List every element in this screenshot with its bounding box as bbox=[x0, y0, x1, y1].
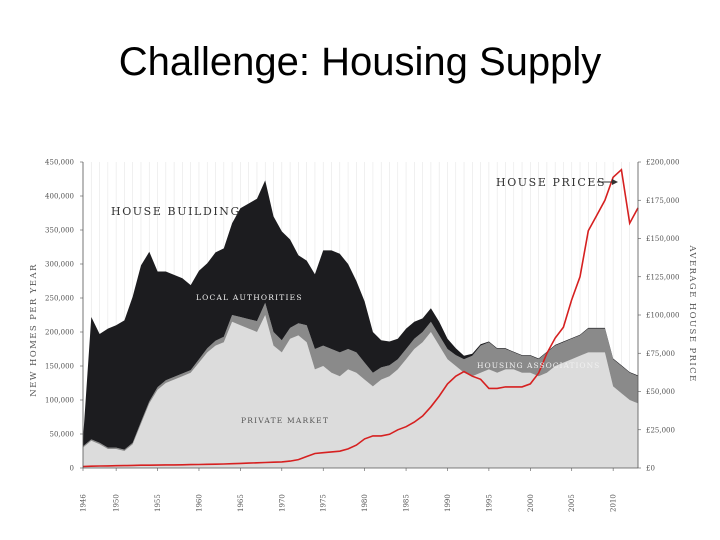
right-tick-label: £100,000 bbox=[646, 312, 679, 320]
axes: 0 50,000 100,000 150,000 200,000 250,000 300,0… bbox=[29, 159, 697, 513]
left-tick-label: 300,000 bbox=[45, 261, 74, 269]
right-tick-label: £150,000 bbox=[646, 235, 679, 243]
left-tick-label: 200,000 bbox=[45, 329, 74, 337]
right-tick-label: £75,000 bbox=[646, 350, 675, 358]
left-axis-title: NEW HOMES PER YEAR bbox=[29, 263, 39, 396]
house-prices-label: HOUSE PRICES bbox=[496, 176, 606, 189]
x-tick-label: 1965 bbox=[237, 494, 245, 512]
housing-associations-area bbox=[83, 302, 638, 451]
left-tick-label: 100,000 bbox=[45, 397, 74, 405]
x-tick-label: 2005 bbox=[568, 494, 576, 512]
right-axis-title: AVERAGE HOUSE PRICE bbox=[687, 244, 697, 382]
left-tick-label: 150,000 bbox=[45, 363, 74, 371]
right-tick-label: £25,000 bbox=[646, 426, 675, 434]
local-authorities-label: LOCAL AUTHORITIES bbox=[196, 293, 303, 302]
left-tick-label: 450,000 bbox=[45, 159, 74, 167]
left-tick-label: 50,000 bbox=[50, 431, 75, 439]
left-tick-label: 400,000 bbox=[45, 193, 74, 201]
left-tick-label: 350,000 bbox=[45, 227, 74, 235]
x-tick-label: 1985 bbox=[403, 494, 411, 512]
x-tick-label: 1946 bbox=[80, 494, 88, 512]
x-tick-label: 1955 bbox=[154, 494, 162, 512]
x-tick-label: 1970 bbox=[278, 494, 286, 512]
x-tick-label: 1995 bbox=[485, 494, 493, 512]
right-tick-label: £0 bbox=[646, 465, 655, 473]
x-tick-label: 2010 bbox=[610, 494, 618, 512]
stacked-areas bbox=[83, 180, 638, 468]
house-prices-line bbox=[82, 168, 639, 468]
annotations: HOUSE BUILDING HOUSE PRICES LOCAL AUTHORIT… bbox=[111, 176, 618, 425]
right-tick-label: £175,000 bbox=[646, 197, 679, 205]
left-tick-label: 0 bbox=[70, 465, 74, 473]
housing-associations-label: HOUSING ASSOCIATIONS bbox=[477, 361, 600, 370]
x-tick-label: 1990 bbox=[444, 494, 452, 512]
right-tick-label: £50,000 bbox=[646, 388, 675, 396]
x-tick-label: 1975 bbox=[320, 494, 328, 512]
right-tick-label: £200,000 bbox=[646, 159, 679, 167]
private-market-area bbox=[83, 315, 638, 468]
local-authorities-area bbox=[83, 180, 638, 450]
house-price-line bbox=[82, 168, 639, 468]
x-tick-label: 2000 bbox=[527, 494, 535, 512]
right-tick-label: £125,000 bbox=[646, 273, 679, 281]
x-tick-label: 1980 bbox=[361, 494, 369, 512]
arrow-head-icon bbox=[612, 179, 618, 185]
private-market-label: PRIVATE MARKET bbox=[241, 416, 329, 425]
slide-title: Challenge: Housing Supply bbox=[118, 40, 602, 84]
left-tick-label: 250,000 bbox=[45, 295, 74, 303]
house-building-label: HOUSE BUILDING bbox=[111, 205, 241, 218]
x-tick-label: 1950 bbox=[113, 494, 121, 512]
x-tick-label: 1960 bbox=[195, 494, 203, 512]
